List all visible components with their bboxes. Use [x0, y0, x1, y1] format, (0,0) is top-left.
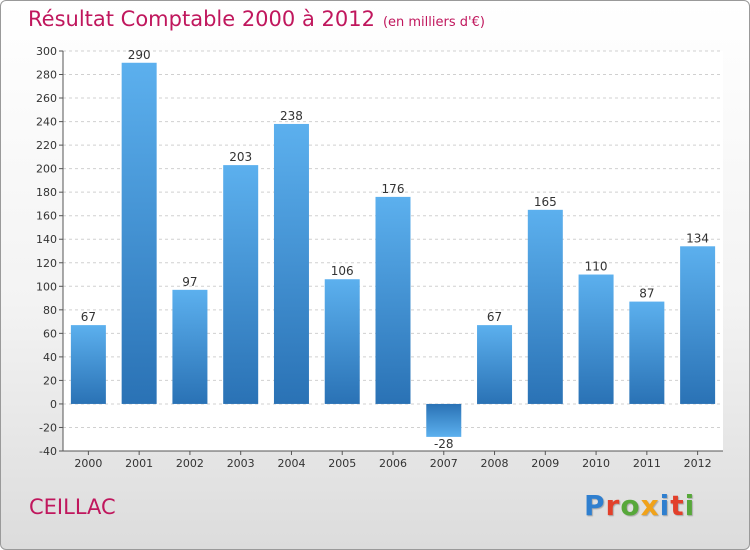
bar-value-label: 165: [534, 195, 557, 209]
y-tick-label: 120: [36, 257, 57, 270]
chart-title: Résultat Comptable 2000 à 2012 (en millie…: [28, 7, 485, 31]
x-tick-label: 2005: [328, 457, 356, 470]
bar: [324, 279, 360, 404]
y-tick-label: 180: [36, 186, 57, 199]
y-tick-label: -20: [39, 421, 57, 434]
logo-letter: t: [670, 489, 685, 522]
y-tick-label: 140: [36, 233, 57, 246]
logo-letter: i: [659, 489, 671, 522]
bar-value-label: -28: [434, 437, 454, 451]
bar-value-label: 134: [686, 231, 709, 245]
y-tick-label: 200: [36, 163, 57, 176]
x-tick-label: 2001: [125, 457, 153, 470]
bar-value-label: 176: [382, 182, 405, 196]
y-tick-label: 220: [36, 139, 57, 152]
x-tick-label: 2008: [481, 457, 509, 470]
bar: [172, 289, 208, 404]
bar: [70, 325, 106, 404]
bar: [375, 196, 411, 404]
y-tick-label: 0: [50, 398, 57, 411]
y-tick-label: 40: [43, 351, 57, 364]
logo-letter: r: [605, 489, 621, 522]
bar-value-label: 203: [229, 150, 252, 164]
x-tick-label: 2012: [684, 457, 712, 470]
y-tick-label: 20: [43, 374, 57, 387]
x-tick-label: 2003: [227, 457, 255, 470]
bar: [629, 301, 665, 404]
bar: [680, 246, 716, 404]
bar-value-label: 97: [182, 275, 197, 289]
x-tick-label: 2004: [277, 457, 305, 470]
bar-value-label: 106: [331, 264, 354, 278]
y-tick-label: 60: [43, 327, 57, 340]
y-tick-label: 240: [36, 116, 57, 129]
y-tick-label: 300: [36, 45, 57, 58]
x-tick-label: 2009: [531, 457, 559, 470]
bar: [477, 325, 513, 404]
x-tick-label: 2007: [430, 457, 458, 470]
bar-value-label: 87: [639, 287, 654, 301]
logo-letter: P: [584, 489, 606, 522]
x-tick-label: 2002: [176, 457, 204, 470]
chart-subtitle: (en milliers d'€): [382, 15, 485, 30]
bar-value-label: 67: [81, 310, 96, 324]
bar: [223, 165, 259, 404]
x-tick-label: 2010: [582, 457, 610, 470]
y-tick-label: 80: [43, 304, 57, 317]
bar: [527, 209, 563, 404]
y-tick-label: 160: [36, 210, 57, 223]
bar-value-label: 67: [487, 310, 502, 324]
x-tick-label: 2011: [633, 457, 661, 470]
y-tick-label: 100: [36, 280, 57, 293]
proxiti-logo: Proxiti: [584, 489, 695, 522]
bar-value-label: 110: [585, 260, 608, 274]
bar-value-label: 290: [128, 48, 151, 62]
x-tick-label: 2006: [379, 457, 407, 470]
y-tick-label: -40: [39, 445, 57, 458]
y-tick-label: 260: [36, 92, 57, 105]
bar-value-label: 238: [280, 109, 303, 123]
logo-letter: x: [640, 489, 660, 522]
chart-title-text: Résultat Comptable 2000 à 2012: [28, 7, 375, 31]
bar: [426, 403, 462, 437]
bar: [273, 123, 309, 404]
commune-name: CEILLAC: [29, 495, 116, 519]
x-tick-label: 2000: [74, 457, 102, 470]
bar: [121, 62, 157, 404]
y-tick-label: 280: [36, 69, 57, 82]
bar: [578, 274, 614, 404]
logo-letter: i: [684, 489, 696, 522]
logo-letter: o: [620, 489, 641, 522]
